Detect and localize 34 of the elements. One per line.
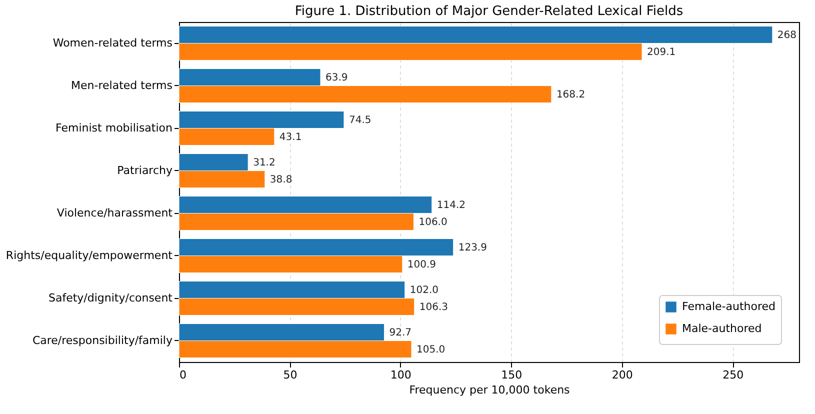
- data-label: 105.0: [416, 344, 446, 356]
- data-label: 100.9: [407, 259, 436, 270]
- y-tick-label: Care/responsibility/family: [32, 334, 173, 347]
- data-label: 31.2: [253, 157, 276, 168]
- legend-label: Female-authored: [682, 300, 776, 313]
- y-tick-label: Women-related terms: [52, 36, 173, 50]
- y-tick-label: Patriarchy: [117, 164, 173, 177]
- data-label: 114.2: [436, 200, 466, 211]
- data-label: 123.9: [458, 242, 487, 254]
- y-tick-label: Rights/equality/empowerment: [6, 248, 174, 262]
- data-label: 92.7: [389, 327, 412, 338]
- data-label: 63.9: [325, 72, 348, 84]
- y-tick-label: Men-related terms: [71, 78, 173, 92]
- x-axis-title: Frequency per 10,000 tokens: [409, 384, 570, 396]
- x-tick-label: 100: [390, 368, 412, 382]
- data-label: 102.0: [410, 284, 438, 296]
- data-label: 268: [777, 30, 797, 41]
- x-tick-label: 150: [501, 368, 522, 382]
- legend-label: Male-authored: [682, 322, 762, 335]
- x-tick-label: 200: [612, 368, 633, 382]
- data-label: 38.8: [270, 174, 292, 186]
- x-tick-label: 50: [283, 368, 298, 382]
- x-tick-label: 250: [722, 368, 744, 382]
- y-tick-label: Violence/harassment: [56, 206, 174, 220]
- chart-title: Figure 1. Distribution of Major Gender-Related Lexical Fields: [294, 4, 684, 19]
- data-label: 106.0: [418, 216, 448, 228]
- data-label: 106.3: [419, 302, 448, 313]
- data-label: 209.1: [647, 46, 676, 58]
- y-tick-label: Feminist mobilisation: [56, 121, 173, 134]
- data-label: 168.2: [556, 89, 586, 100]
- y-tick-label: Safety/dignity/consent: [48, 291, 174, 304]
- data-label: 43.1: [279, 132, 302, 143]
- x-tick-label: 0: [180, 368, 186, 382]
- data-label: 74.5: [348, 114, 372, 126]
